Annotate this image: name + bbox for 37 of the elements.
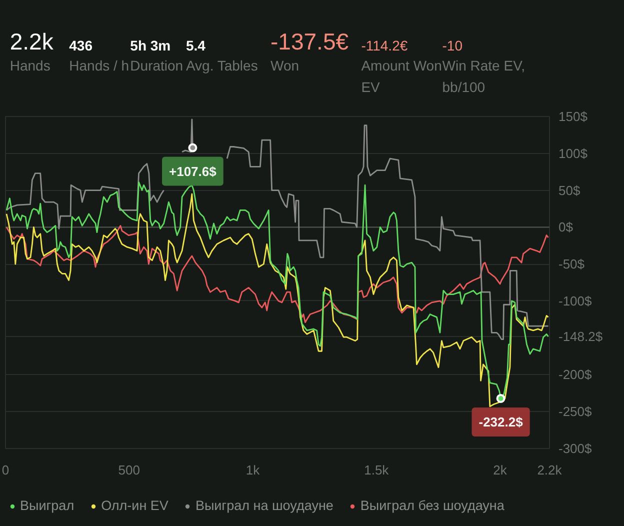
text: Amount Won EV — [361, 58, 442, 96]
y-tick-label: -100$ — [558, 293, 593, 308]
x-tick-label: 2.2k — [537, 462, 562, 478]
y-tick-label: -148.2$ — [558, 329, 604, 344]
x-tick-label: 1k — [246, 462, 260, 478]
y-tick-label: -50$ — [558, 256, 586, 272]
legend-label: Олл-ин EV — [101, 498, 168, 513]
annotation: +107.6$ — [169, 164, 218, 179]
text: -10 — [442, 38, 463, 54]
y-tick-label: 100$ — [558, 146, 588, 161]
legend-label: Выиграл — [20, 498, 74, 513]
annotation: -232.2$ — [478, 414, 524, 430]
y-tick-label: 0$ — [558, 220, 574, 235]
x-tick-label: 2k — [493, 462, 508, 478]
y-tick-label: 50$ — [558, 182, 581, 198]
line-series — [6, 224, 549, 324]
text: Hands / h — [69, 58, 130, 74]
text: Won — [270, 58, 300, 74]
y-tick-label: -250$ — [558, 404, 593, 420]
text: Avg. Tables — [186, 58, 258, 74]
y-tick-label: 150$ — [558, 109, 588, 124]
text: -137.5€ — [270, 28, 349, 54]
text: 2.2k — [10, 28, 54, 54]
text: 5h 3m — [130, 38, 171, 54]
text: -114.2€ — [361, 38, 408, 54]
legend-label: Выиграл на шоудауне — [195, 498, 334, 513]
legend-label: Выиграл без шоудауна — [360, 498, 504, 513]
y-tick-label: -200$ — [558, 367, 593, 382]
x-tick-label: 500 — [118, 462, 140, 478]
text: 436 — [69, 38, 93, 54]
x-tick-label: 1.5k — [364, 462, 390, 478]
text: 5.4 — [186, 38, 206, 54]
text: Win Rate EV, bb/100 — [442, 58, 526, 96]
x-tick-label: 0 — [2, 462, 10, 478]
text: Duration — [130, 58, 184, 74]
text: Hands — [10, 58, 50, 74]
y-tick-label: -300$ — [558, 441, 593, 456]
